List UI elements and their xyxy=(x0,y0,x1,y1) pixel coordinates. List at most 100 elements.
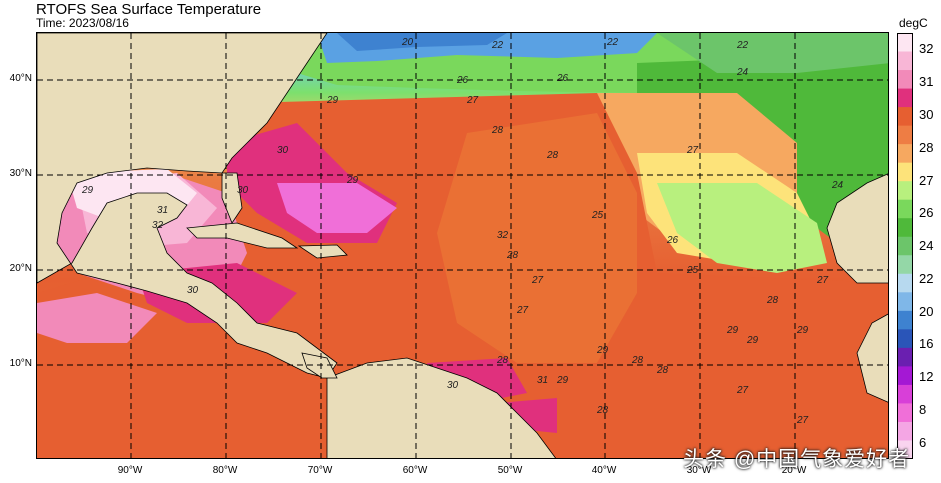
colorbar-tick-label: 8 xyxy=(919,401,927,417)
contour-label: 28 xyxy=(496,355,509,366)
contour-label: 27 xyxy=(531,275,544,286)
contour-label: 30 xyxy=(187,285,199,296)
colorbar-border xyxy=(897,33,913,459)
colorbar-segment xyxy=(897,421,913,441)
colorbar-segment xyxy=(897,125,913,145)
colorbar-tick-label: 32 xyxy=(919,41,934,57)
map-title: RTOFS Sea Surface Temperature xyxy=(36,1,262,18)
unit-label: degC xyxy=(899,16,928,30)
contour-label: 31 xyxy=(157,205,168,216)
colorbar-segment xyxy=(897,144,913,164)
contour-label: 27 xyxy=(686,145,699,156)
colorbar-tick-label: 24 xyxy=(919,238,934,253)
contour-label: 26 xyxy=(456,75,469,86)
contour-label: 28 xyxy=(766,295,779,306)
colorbar-segment xyxy=(897,292,913,312)
contour-label: 26 xyxy=(666,235,679,246)
colorbar-segment xyxy=(897,107,913,127)
colorbar-segment xyxy=(897,162,913,182)
contour-label: 29 xyxy=(326,95,339,106)
colorbar-tick-label: 16 xyxy=(919,336,934,352)
contour-label: 29 xyxy=(81,185,94,196)
land-masses xyxy=(37,33,888,458)
colorbar xyxy=(897,33,913,459)
contour-label: 31 xyxy=(537,375,548,386)
colorbar-segment xyxy=(897,199,913,219)
lon-label-70w: 70°W xyxy=(307,465,333,476)
contour-label: 29 xyxy=(596,345,609,356)
colorbar-segment xyxy=(897,329,913,349)
colorbar-segment xyxy=(897,347,913,367)
colorbar-segment xyxy=(897,310,913,330)
colorbar-segment xyxy=(897,88,913,108)
contour-label: 22 xyxy=(606,37,619,48)
contour-labels: 20 22 22 22 24 24 26 26 27 27 28 28 29 29 29 30 30 31 32 32… xyxy=(81,37,844,426)
contour-label: 28 xyxy=(491,125,504,136)
contour-label: 22 xyxy=(736,40,749,51)
time-label: Time: 2023/08/16 xyxy=(36,16,129,30)
colorbar-segment xyxy=(897,218,913,238)
contour-label: 22 xyxy=(491,40,504,51)
contour-label: 30 xyxy=(447,380,459,391)
colorbar-tick-label: 28 xyxy=(919,139,934,155)
colorbar-segment xyxy=(897,384,913,404)
colorbar-tick-label: 22 xyxy=(919,270,934,286)
lon-label-40w: 40°W xyxy=(591,465,617,476)
contour-label: 29 xyxy=(556,375,569,386)
colorbar-tick-label: 31 xyxy=(919,74,934,90)
lat-label-30n: 30°N xyxy=(9,168,32,179)
colorbar-segment xyxy=(897,236,913,256)
contour-label: 28 xyxy=(546,150,559,161)
contour-label: 29 xyxy=(746,335,759,346)
colorbar-segment xyxy=(897,181,913,201)
lat-label-40n: 40°N xyxy=(9,73,32,84)
contour-label: 25 xyxy=(686,265,699,276)
contour-label: 28 xyxy=(631,355,644,366)
contour-label: 28 xyxy=(596,405,609,416)
contour-label: 28 xyxy=(656,365,669,376)
contour-label: 30 xyxy=(237,185,249,196)
contour-label: 32 xyxy=(497,230,509,241)
contour-label: 27 xyxy=(516,305,529,316)
contour-label: 27 xyxy=(796,415,809,426)
colorbar-tick-label: 26 xyxy=(919,205,934,221)
contour-label: 28 xyxy=(506,250,519,261)
contour-label: 27 xyxy=(736,385,749,396)
sst-map: 20 22 22 22 24 24 26 26 27 27 28 28 29 29 29 30 30 31 32 32… xyxy=(36,32,889,459)
colorbar-tick-label: 12 xyxy=(919,369,934,385)
colorbar-tick-label: 30 xyxy=(919,106,934,122)
lon-label-90w: 90°W xyxy=(117,465,143,476)
contour-label: 27 xyxy=(816,275,829,286)
graticule xyxy=(37,33,888,458)
lon-label-50w: 50°W xyxy=(497,465,523,476)
contour-label: 25 xyxy=(591,210,604,221)
colorbar-segment xyxy=(897,33,913,53)
contour-label: 29 xyxy=(726,325,739,336)
contour-label: 30 xyxy=(277,145,289,156)
contour-label: 27 xyxy=(466,95,479,106)
colorbar-segment xyxy=(897,366,913,386)
lon-label-80w: 80°W xyxy=(212,465,238,476)
colorbar-segment xyxy=(897,273,913,293)
contour-label: 24 xyxy=(831,180,844,191)
colorbar-segment xyxy=(897,403,913,423)
colorbar-tick-label: 27 xyxy=(919,172,934,188)
lon-label-60w: 60°W xyxy=(402,465,428,476)
contour-label: 32 xyxy=(152,220,164,231)
colorbar-tick-label: 6 xyxy=(919,434,927,450)
colorbar-tick-label: 20 xyxy=(919,303,934,319)
colorbar-segment xyxy=(897,440,913,459)
watermark: 头条 @中国气象爱好者 xyxy=(683,448,911,471)
contour-label: 29 xyxy=(346,175,359,186)
contour-label: 20 xyxy=(401,37,414,48)
lon-label-20w: 20°W xyxy=(781,465,807,476)
colorbar-segment xyxy=(897,70,913,90)
lat-label-10n: 10°N xyxy=(9,358,32,369)
colorbar-segment xyxy=(897,51,913,71)
colorbar-segment xyxy=(897,255,913,275)
contour-label: 29 xyxy=(796,325,809,336)
contour-label: 24 xyxy=(736,67,749,78)
lon-label-30w: 30°W xyxy=(686,465,712,476)
lat-label-20n: 20°N xyxy=(9,263,32,274)
sst-map-canvas: 20 22 22 22 24 24 26 26 27 27 28 28 29 29 29 30 30 31 32 32… xyxy=(37,33,888,458)
